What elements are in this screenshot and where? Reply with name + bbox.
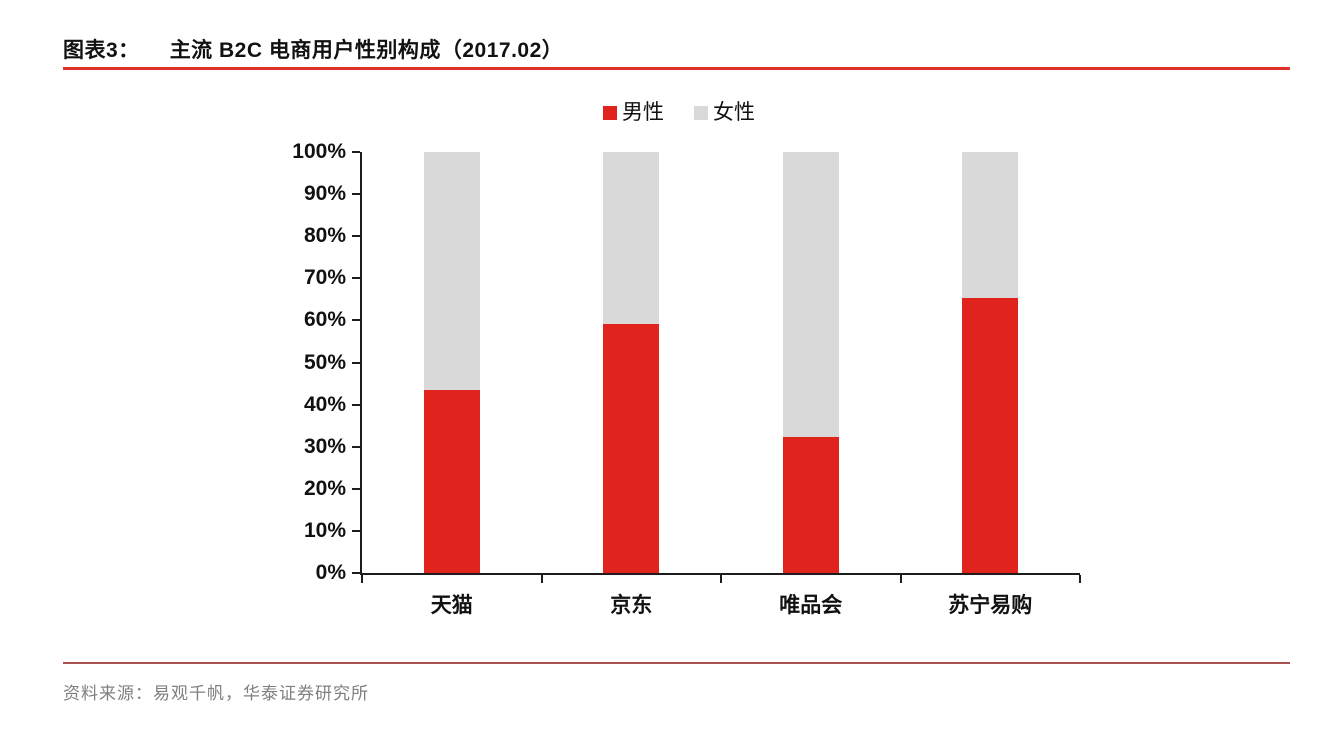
y-axis-tick-mark [352, 529, 360, 532]
stacked-bar-京东 [603, 152, 660, 573]
y-axis-tick-mark [352, 572, 360, 574]
bar-segment-男性 [603, 324, 660, 573]
stacked-bar-苏宁易购 [962, 152, 1019, 573]
x-axis-tick-mark [540, 575, 543, 583]
y-axis-tick-label: 50% [303, 350, 346, 374]
plot-area: 0% 10% 20% 30% 40% 50% 60% 70% 80% 90% 100% 天猫 京东 唯品会… [292, 141, 1081, 617]
y-axis-tick-label: 10% [303, 518, 346, 542]
x-axis-category-label: 唯品会 [779, 593, 843, 617]
bar-segment-女性 [423, 152, 480, 391]
y-axis-tick-label: 90% [303, 182, 346, 206]
legend-label: 男性 [622, 101, 664, 124]
stacked-bar-天猫 [423, 152, 480, 573]
legend-item-female: 女性 [694, 101, 755, 125]
legend-swatch-icon [603, 106, 617, 120]
legend-label: 女性 [713, 101, 755, 124]
y-axis-tick-mark [352, 361, 360, 364]
y-axis-tick-mark [352, 235, 360, 238]
legend-swatch-icon [694, 106, 708, 120]
y-axis-tick-mark [352, 193, 360, 196]
y-axis-tick-label: 60% [303, 308, 346, 332]
y-axis-tick-label: 20% [303, 476, 346, 500]
y-axis-tick-label: 0% [315, 561, 346, 584]
figure-title: 图表3： 主流 B2C 电商用户性别构成（2017.02） [63, 34, 563, 64]
y-axis-tick-mark [352, 319, 360, 322]
figure-title-text: 主流 B2C 电商用户性别构成（2017.02） [169, 39, 564, 62]
bar-segment-女性 [782, 152, 839, 438]
y-axis-tick-mark [352, 151, 360, 153]
y-axis-tick-mark [352, 445, 360, 448]
chart-legend: 男性 女性 [280, 101, 1078, 125]
bar-segment-男性 [423, 390, 480, 573]
y-axis-tick-mark [352, 487, 360, 490]
figure-number-label: 图表3： [63, 39, 140, 62]
bar-segment-男性 [782, 437, 839, 573]
stacked-bar-唯品会 [782, 152, 839, 573]
bar-segment-女性 [603, 152, 660, 325]
y-axis-tick-label: 30% [303, 434, 346, 458]
y-axis-tick-mark [352, 277, 360, 280]
footer-divider-rule [63, 662, 1290, 664]
title-divider-rule [63, 67, 1290, 70]
y-axis-tick-label: 80% [303, 224, 346, 248]
x-axis-tick-mark [1079, 575, 1081, 583]
bar-segment-女性 [962, 152, 1019, 298]
x-axis-category-label: 京东 [610, 593, 653, 617]
bar-segment-男性 [962, 297, 1019, 573]
legend-item-male: 男性 [603, 101, 664, 125]
source-text: 资料来源：易观千帆，华泰证券研究所 [63, 684, 369, 703]
x-axis-category-label: 天猫 [430, 593, 473, 617]
y-axis-tick-label: 100% [292, 140, 346, 163]
x-axis-tick-mark [720, 575, 722, 583]
x-axis-tick-mark [361, 575, 363, 583]
y-axis-tick-label: 70% [303, 266, 346, 290]
x-axis-tick-mark [899, 575, 902, 583]
x-axis-category-label: 苏宁易购 [948, 593, 1033, 617]
y-axis-tick-mark [352, 403, 360, 406]
y-axis-tick-label: 40% [303, 392, 346, 416]
